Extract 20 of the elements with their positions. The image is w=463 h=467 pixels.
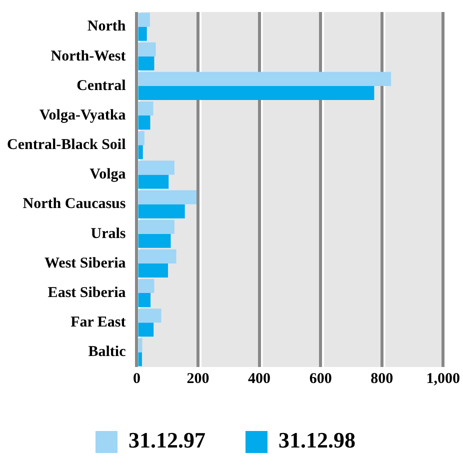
x-tick-label: 800: [370, 370, 394, 387]
y-tick-label: East Siberia: [48, 284, 126, 301]
x-tick-label: 1,000: [426, 370, 460, 387]
y-tick-label: North Caucasus: [22, 196, 126, 212]
y-tick-label: Volga-Vyatka: [39, 107, 126, 124]
y-tick-label: West Siberia: [44, 255, 126, 272]
y-tick-label: Central: [76, 78, 126, 94]
x-tick-label: 200: [186, 370, 210, 387]
y-tick-label: Baltic: [88, 344, 126, 360]
y-tick-label: North-West: [50, 48, 126, 64]
x-tick-label: 0: [133, 370, 140, 387]
y-tick-label: Far East: [70, 314, 126, 330]
y-tick-label: Urals: [90, 226, 126, 242]
x-tick-label: 600: [309, 370, 332, 387]
legend-label: 31.12.97: [128, 428, 206, 453]
y-tick-label: Volga: [90, 166, 126, 183]
x-tick-label: 400: [248, 370, 271, 387]
legend-label: 31.12.98: [278, 428, 356, 453]
y-tick-label: Central-Black Soil: [7, 137, 126, 153]
y-tick-label: North: [87, 18, 126, 35]
